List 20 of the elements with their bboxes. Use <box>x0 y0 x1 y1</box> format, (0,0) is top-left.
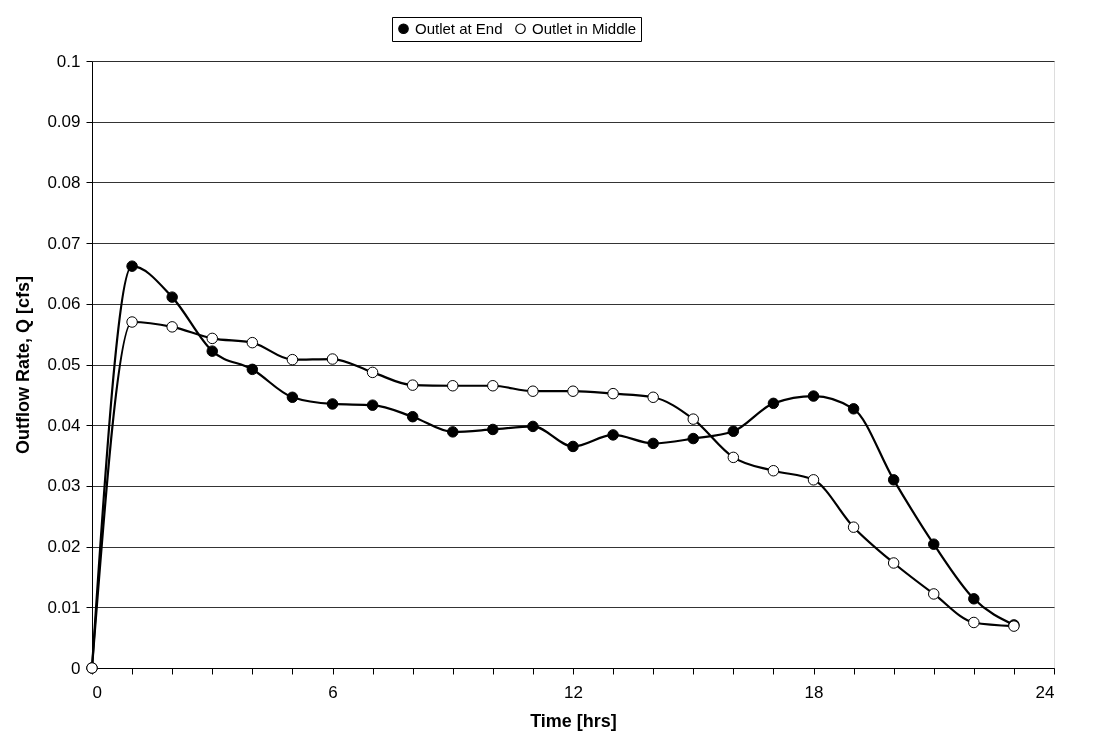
x-tick-label: 18 <box>804 682 824 702</box>
x-axis-title: Time [hrs] <box>530 710 617 731</box>
legend-label: Outlet in Middle <box>532 19 637 37</box>
legend-label: Outlet at End <box>415 19 503 37</box>
x-tick-label: 12 <box>564 682 583 702</box>
x-tick-label: 24 <box>1035 682 1055 702</box>
x-tick-label: 0 <box>92 682 102 702</box>
y-axis-title: Outflow Rate, Q [cfs] <box>13 275 34 455</box>
y-tick-label: 0.08 <box>47 172 81 192</box>
y-tick-label: 0.02 <box>47 537 81 557</box>
y-tick-label: 0.03 <box>47 476 81 496</box>
y-tick-label: 0.05 <box>47 355 81 374</box>
x-tick-label: 6 <box>328 682 338 702</box>
y-tick-label: 0.04 <box>47 415 81 435</box>
y-tick-label: 0.07 <box>47 233 81 253</box>
y-tick-label: 0.1 <box>56 51 81 71</box>
y-tick-label: 0.06 <box>47 294 81 314</box>
y-tick-label: 0.09 <box>47 112 81 132</box>
y-tick-label: 0 <box>71 658 81 678</box>
y-tick-label: 0.01 <box>47 597 81 617</box>
